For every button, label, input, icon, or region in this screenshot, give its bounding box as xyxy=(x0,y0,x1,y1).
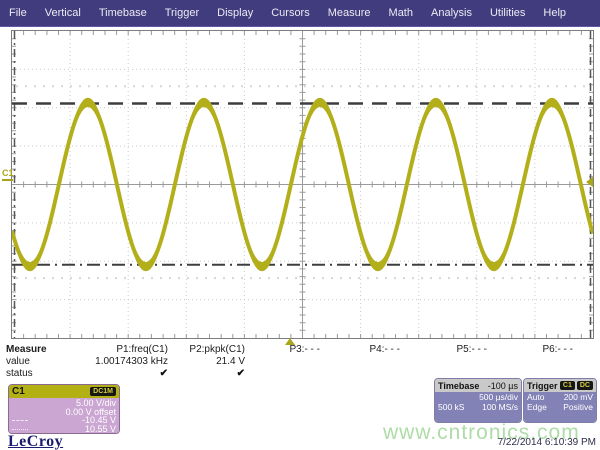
trigger-coupling-badge: DC xyxy=(576,381,593,390)
timebase-samples: 500 kS xyxy=(438,401,465,412)
trigger-header: Trigger C1 DC xyxy=(524,379,596,392)
measure-p5-value xyxy=(400,356,487,368)
channel-c1-header: C1 DC1M xyxy=(9,385,119,398)
trigger-level: 200 mV xyxy=(563,392,593,402)
measure-param-row: Measure P1:freq(C1) P2:pkpk(C1) P3:- - -… xyxy=(0,344,600,356)
trigger-descriptor[interactable]: Trigger C1 DC Auto 200 mV Edge Positive xyxy=(523,378,597,423)
channel-c1-vdiv: 5.00 V/div xyxy=(75,398,116,408)
channel-c1-level-pos: 10.55 V xyxy=(12,424,116,433)
channel-c1-zero-label: C1 xyxy=(2,168,14,178)
channel-c1-level-neg: -10.45 V xyxy=(12,416,116,425)
timebase-descriptor[interactable]: Timebase -100 µs 500 µs/div 500 kS 100 M… xyxy=(434,378,522,423)
trigger-position-marker-icon[interactable] xyxy=(284,338,295,345)
lecroy-logo: LeCroy xyxy=(8,433,64,450)
menu-item-vertical[interactable]: Vertical xyxy=(44,7,81,19)
trigger-source-badge: C1 xyxy=(559,381,575,390)
menu-item-cursors[interactable]: Cursors xyxy=(271,7,310,19)
menu-item-math[interactable]: Math xyxy=(388,7,413,19)
measure-p5-param[interactable]: P5:- - - xyxy=(456,344,487,355)
trigger-title: Trigger xyxy=(527,380,558,391)
timestamp: 7/22/2014 6:10:39 PM xyxy=(497,437,596,448)
channel-c1-coupling-badge: DC1M xyxy=(90,387,116,396)
measure-status-row: status ✔ ✔ xyxy=(0,368,600,380)
measure-p1-value: 1.00174303 kHz xyxy=(95,356,168,367)
dashed-line-icon xyxy=(12,420,28,421)
timebase-per-div: 500 µs/div xyxy=(479,392,518,402)
trigger-type: Edge xyxy=(527,401,547,412)
menu-item-analysis[interactable]: Analysis xyxy=(431,7,472,19)
timebase-rate: 100 MS/s xyxy=(482,401,518,412)
measure-p2-status-check-icon: ✔ xyxy=(236,368,245,379)
measure-p4-param[interactable]: P4:- - - xyxy=(369,344,400,355)
trigger-mode: Auto xyxy=(527,392,545,402)
measure-p4-status xyxy=(320,368,400,380)
channel-c1-zero-marker[interactable]: C1 xyxy=(2,168,14,181)
menu-item-utilities[interactable]: Utilities xyxy=(489,7,526,19)
measure-p2-param[interactable]: P2:pkpk(C1) xyxy=(189,344,245,355)
channel-c1-name: C1 xyxy=(12,386,25,397)
waveform-plot xyxy=(12,31,593,338)
measure-p6-value xyxy=(487,356,573,368)
channel-c1-zero-line-icon xyxy=(2,179,13,181)
channel-c1-offset: 0.00 V offset xyxy=(65,406,116,417)
measure-p4-value xyxy=(320,356,400,368)
timebase-header: Timebase -100 µs xyxy=(435,379,521,392)
menu-item-timebase[interactable]: Timebase xyxy=(98,7,147,19)
menu-item-display[interactable]: Display xyxy=(217,7,254,19)
timebase-title: Timebase xyxy=(438,380,480,391)
measure-p6-param[interactable]: P6:- - - xyxy=(542,344,573,355)
channel-c1-descriptor[interactable]: C1 DC1M 5.00 V/div 0.00 V offset -10.45 … xyxy=(8,384,120,434)
status-row-title: status xyxy=(6,368,33,379)
measure-p1-status-check-icon: ✔ xyxy=(159,368,168,379)
measure-value-row: value 1.00174303 kHz 21.4 V xyxy=(0,356,600,368)
value-row-title: value xyxy=(6,356,30,367)
graticule xyxy=(11,30,594,339)
measure-p2-value: 21.4 V xyxy=(216,356,245,367)
measure-p1-param[interactable]: P1:freq(C1) xyxy=(116,344,168,355)
menu-item-trigger[interactable]: Trigger xyxy=(164,7,200,19)
measure-p3-status xyxy=(245,368,320,380)
timebase-body: 500 µs/div 500 kS 100 MS/s xyxy=(435,392,521,422)
trigger-slope: Positive xyxy=(563,401,593,412)
measure-p3-param[interactable]: P3:- - - xyxy=(289,344,320,355)
trigger-body: Auto 200 mV Edge Positive xyxy=(524,392,596,422)
dotted-line-icon xyxy=(12,428,28,430)
trigger-level-marker-icon[interactable] xyxy=(586,176,593,187)
menu-bar: File Vertical Timebase Trigger Display C… xyxy=(0,0,600,27)
measure-row-title: Measure xyxy=(6,344,47,355)
watermark-text: www.cntronics.com xyxy=(383,421,580,444)
menu-item-file[interactable]: File xyxy=(9,7,27,19)
timebase-delay: -100 µs xyxy=(487,380,518,391)
measure-p3-value xyxy=(245,356,320,368)
menu-item-help[interactable]: Help xyxy=(543,7,567,19)
measure-table: Measure P1:freq(C1) P2:pkpk(C1) P3:- - -… xyxy=(0,344,600,380)
channel-c1-body: 5.00 V/div 0.00 V offset -10.45 V 10.55 … xyxy=(9,398,119,433)
menu-item-measure[interactable]: Measure xyxy=(327,7,371,19)
